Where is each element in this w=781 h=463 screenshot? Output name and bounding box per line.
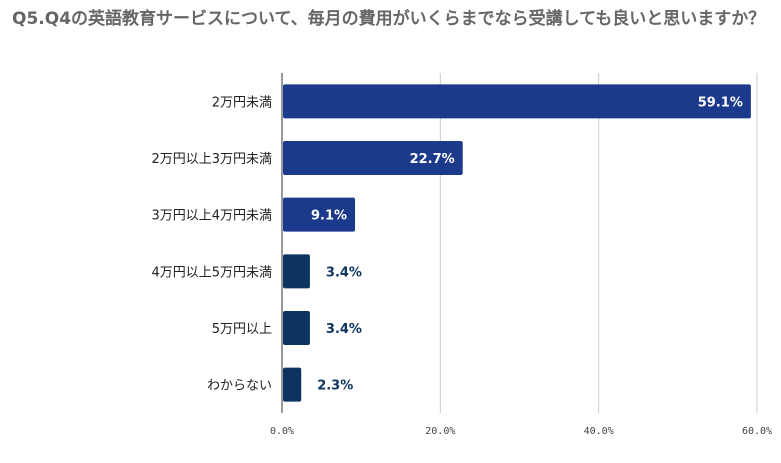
bar	[283, 84, 751, 119]
bar	[283, 254, 310, 289]
bar	[283, 367, 302, 402]
data-label: 3.4%	[326, 265, 362, 280]
chart-title: Q5.Q4の英語教育サービスについて、毎月の費用がいくらまでなら受講しても良いと…	[12, 9, 766, 29]
category-label: 4万円以上5万円未満	[151, 265, 272, 280]
category-label: 5万円以上	[212, 322, 272, 337]
data-label: 22.7%	[410, 152, 455, 167]
category-label: 2万円未満	[212, 95, 272, 110]
x-tick-label: 20.0%	[425, 426, 455, 437]
category-label: わからない	[207, 379, 272, 394]
x-axis-ticks: 0.0% 20.0% 40.0% 60.0%	[270, 426, 772, 437]
gridlines	[281, 73, 758, 413]
data-label: 59.1%	[698, 95, 743, 110]
data-label: 2.3%	[317, 379, 353, 394]
x-tick-label: 0.0%	[270, 426, 294, 437]
category-labels: 2万円未満 2万円以上3万円未満 3万円以上4万円未満 4万円以上5万円未満 5万円以上…	[151, 95, 272, 393]
bar	[283, 311, 310, 345]
data-labels: 59.1% 22.7% 9.1% 3.4% 3.4% 2.3%	[311, 95, 743, 393]
data-label: 3.4%	[326, 322, 362, 337]
data-label: 9.1%	[311, 209, 347, 224]
bars	[283, 84, 751, 402]
x-tick-label: 40.0%	[584, 426, 614, 437]
category-label: 3万円以上4万円未満	[151, 209, 272, 224]
x-tick-label: 60.0%	[742, 426, 772, 437]
bar	[283, 141, 463, 175]
bar	[283, 197, 356, 232]
category-label: 2万円以上3万円未満	[151, 152, 272, 167]
